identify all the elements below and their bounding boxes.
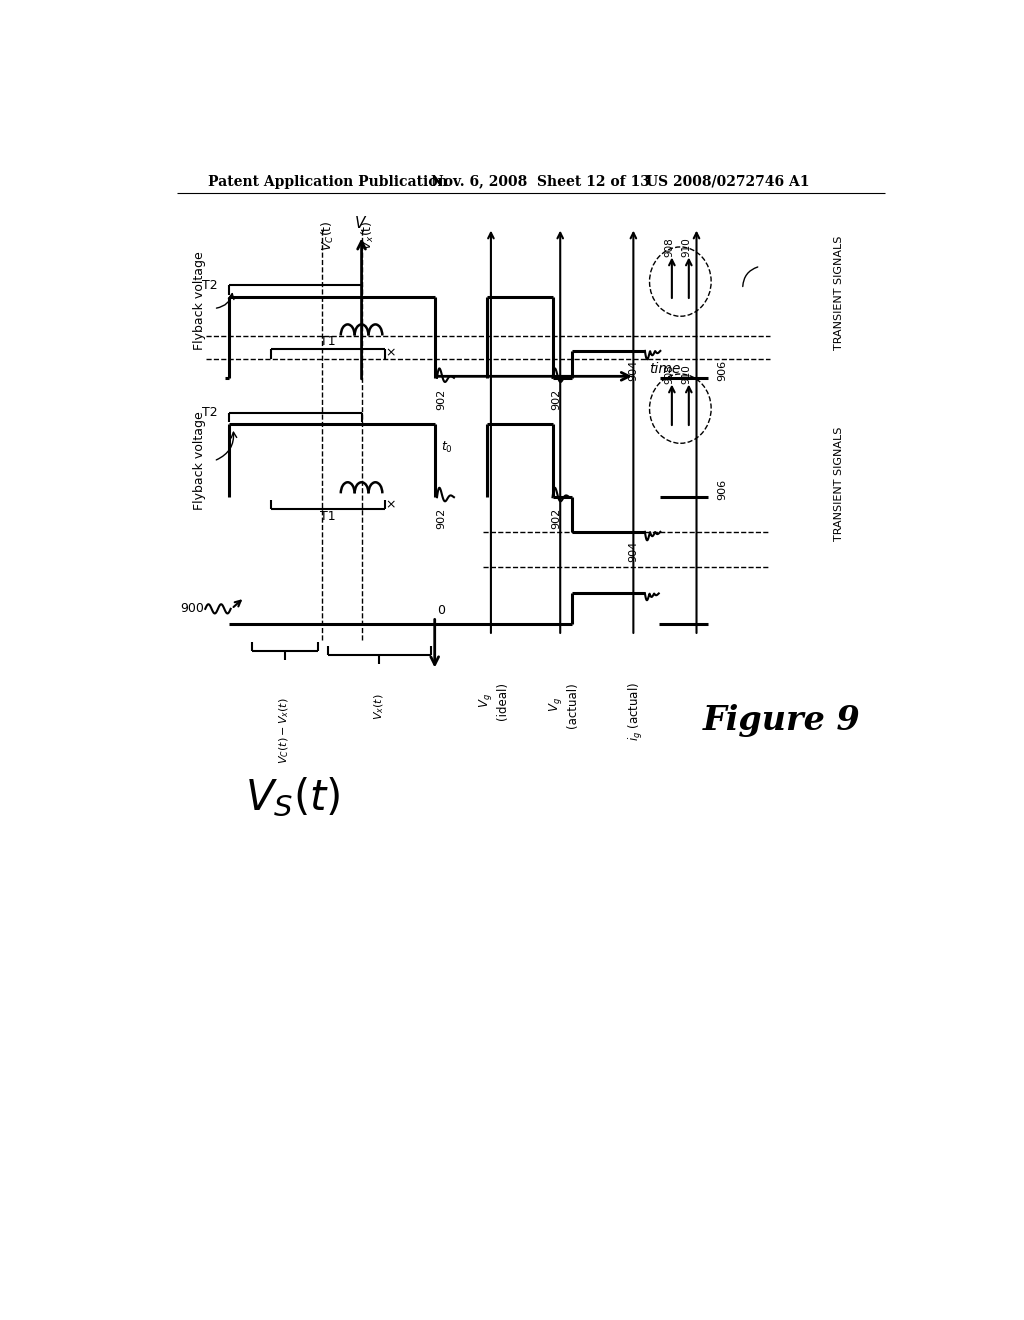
Text: TRANSIENT SIGNALS: TRANSIENT SIGNALS <box>834 426 844 541</box>
Text: $i_g$ (actual): $i_g$ (actual) <box>627 682 645 741</box>
Text: T2: T2 <box>202 279 217 292</box>
Text: $\times$: $\times$ <box>385 347 396 360</box>
Text: 902: 902 <box>436 389 445 411</box>
Text: 0: 0 <box>437 603 445 616</box>
Text: 910: 910 <box>682 238 691 257</box>
Text: $t_0$: $t_0$ <box>441 440 453 454</box>
Text: 904: 904 <box>629 359 638 380</box>
Text: V: V <box>355 216 366 231</box>
Text: $\times$: $\times$ <box>385 499 396 511</box>
Text: $V_x(t)$: $V_x(t)$ <box>373 693 386 721</box>
Text: time: time <box>649 362 680 376</box>
Text: T1: T1 <box>319 510 336 523</box>
Text: 904: 904 <box>629 540 638 562</box>
Text: $V_g$
(ideal): $V_g$ (ideal) <box>477 682 509 719</box>
Text: Flyback voltage: Flyback voltage <box>194 252 207 350</box>
Text: 908: 908 <box>665 238 675 257</box>
Text: Figure 9: Figure 9 <box>702 704 860 737</box>
Text: Patent Application Publication: Patent Application Publication <box>208 174 447 189</box>
Text: Sheet 12 of 13: Sheet 12 of 13 <box>538 174 650 189</box>
Text: $V_C(t)-V_x(t)$: $V_C(t)-V_x(t)$ <box>278 697 292 764</box>
Text: 902: 902 <box>551 389 561 411</box>
Text: T1: T1 <box>319 335 336 348</box>
Text: $V_g$
(actual): $V_g$ (actual) <box>547 682 579 727</box>
Text: Nov. 6, 2008: Nov. 6, 2008 <box>431 174 527 189</box>
Text: $V_S(t)$: $V_S(t)$ <box>245 776 340 820</box>
Text: $V_x$(t): $V_x$(t) <box>360 220 376 251</box>
Text: 902: 902 <box>551 508 561 529</box>
Text: 906: 906 <box>717 479 727 500</box>
Text: 908: 908 <box>665 364 675 384</box>
Text: 906: 906 <box>717 359 727 380</box>
Text: $V_C$(t): $V_C$(t) <box>319 220 336 251</box>
Text: T2: T2 <box>202 407 217 418</box>
Text: TRANSIENT SIGNALS: TRANSIENT SIGNALS <box>834 236 844 350</box>
Text: 902: 902 <box>436 508 445 529</box>
Text: US 2008/0272746 A1: US 2008/0272746 A1 <box>646 174 810 189</box>
Text: 910: 910 <box>682 364 691 384</box>
Text: Flyback voltage: Flyback voltage <box>194 412 207 511</box>
Text: 900: 900 <box>180 602 204 615</box>
